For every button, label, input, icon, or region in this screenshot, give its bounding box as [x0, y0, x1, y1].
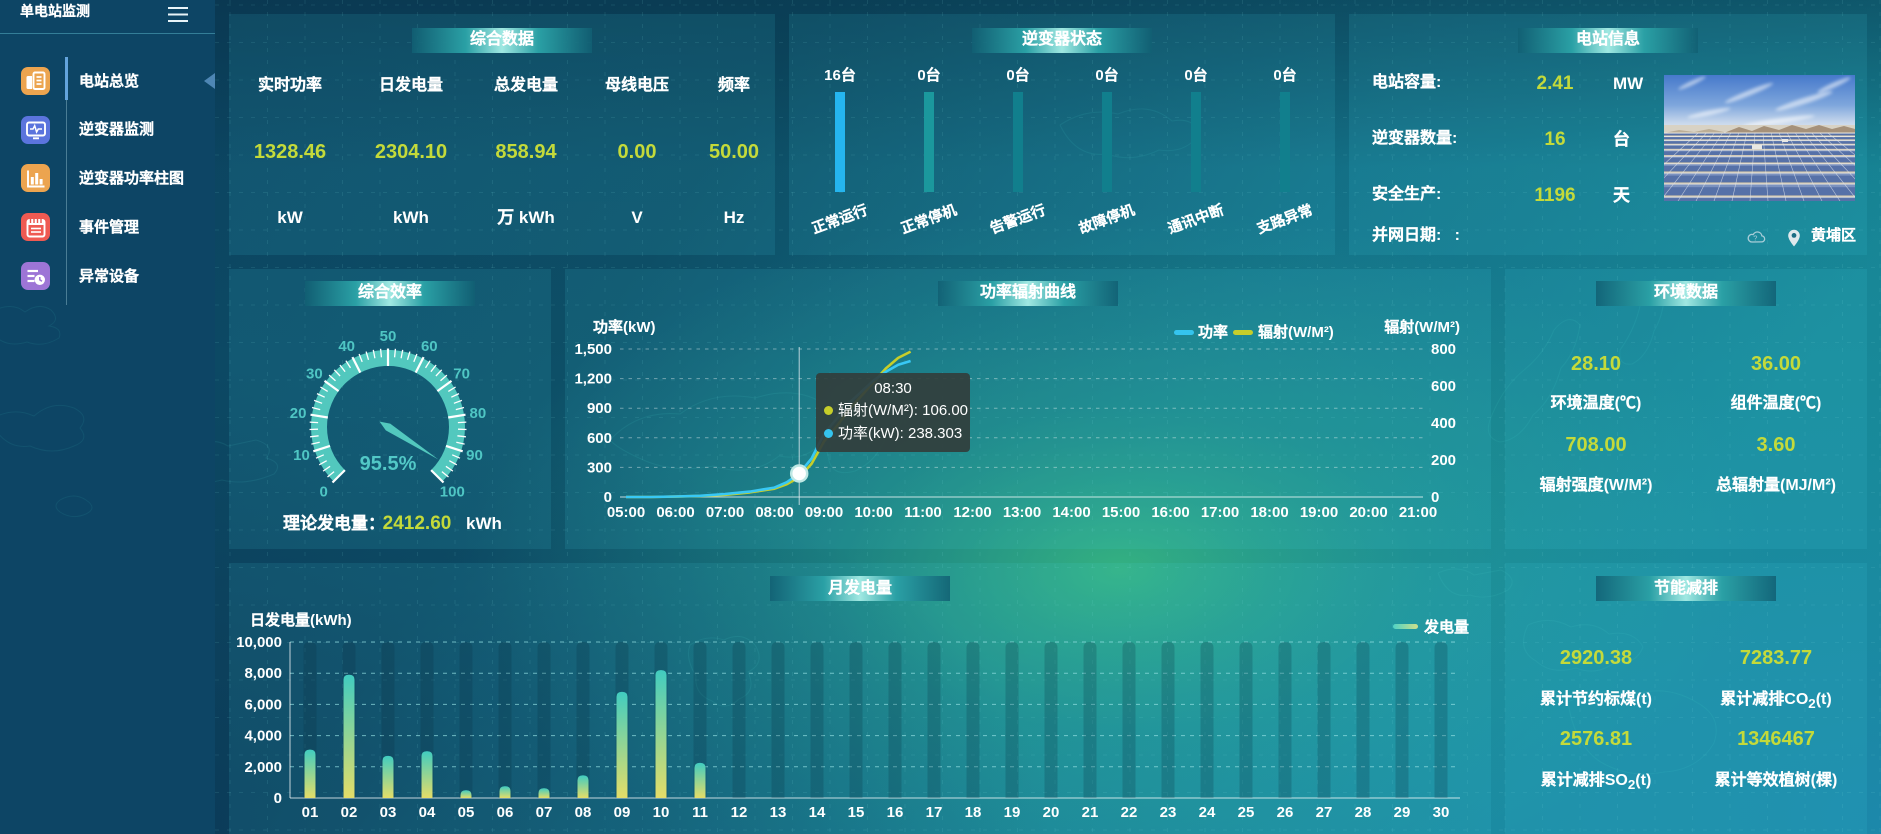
svg-text:08: 08 — [575, 804, 592, 821]
svg-text:支路异常: 支路异常 — [1253, 201, 1315, 238]
svg-text:4,000: 4,000 — [244, 728, 282, 745]
svg-text:20: 20 — [290, 405, 307, 422]
svg-text:70: 70 — [453, 366, 470, 383]
svg-text:16台: 16台 — [824, 66, 856, 84]
svg-text:300: 300 — [587, 459, 612, 476]
svg-text:15:00: 15:00 — [1102, 504, 1140, 521]
svg-text:17:00: 17:00 — [1201, 504, 1239, 521]
svg-text:24: 24 — [1199, 804, 1216, 821]
svg-text:40: 40 — [338, 338, 355, 355]
svg-text:0台: 0台 — [1273, 66, 1296, 84]
svg-text:?: ? — [1753, 234, 1757, 243]
svg-text:15: 15 — [848, 804, 865, 821]
svg-text:19: 19 — [1004, 804, 1021, 821]
svg-text:0台: 0台 — [1095, 66, 1118, 84]
svg-text:告警运行: 告警运行 — [987, 201, 1048, 238]
svg-text:900: 900 — [587, 400, 612, 417]
svg-text:01: 01 — [302, 804, 319, 821]
svg-text:28: 28 — [1355, 804, 1372, 821]
svg-text:正常停机: 正常停机 — [898, 201, 959, 238]
svg-text:26: 26 — [1277, 804, 1294, 821]
svg-text:80: 80 — [470, 405, 487, 422]
svg-text:600: 600 — [587, 430, 612, 447]
svg-text:0: 0 — [274, 790, 282, 807]
svg-text:12: 12 — [731, 804, 748, 821]
svg-text:05:00: 05:00 — [607, 504, 645, 521]
svg-text:20: 20 — [1043, 804, 1060, 821]
svg-text:07:00: 07:00 — [706, 504, 744, 521]
svg-text:正常运行: 正常运行 — [809, 201, 870, 238]
svg-text:09: 09 — [614, 804, 631, 821]
svg-text:0台: 0台 — [1006, 66, 1029, 84]
svg-text:10: 10 — [293, 447, 310, 464]
svg-text:1,500: 1,500 — [574, 341, 612, 358]
svg-text:14: 14 — [809, 804, 826, 821]
svg-text:19:00: 19:00 — [1300, 504, 1338, 521]
svg-text:60: 60 — [421, 338, 438, 355]
svg-text:07: 07 — [536, 804, 553, 821]
svg-text:20:00: 20:00 — [1349, 504, 1387, 521]
svg-text:11: 11 — [692, 804, 708, 821]
svg-text:13:00: 13:00 — [1003, 504, 1041, 521]
svg-text:10: 10 — [653, 804, 670, 821]
svg-text:04: 04 — [419, 804, 436, 821]
svg-text:1,200: 1,200 — [574, 371, 612, 388]
svg-text:09:00: 09:00 — [805, 504, 843, 521]
svg-text:18:00: 18:00 — [1250, 504, 1288, 521]
svg-text:14:00: 14:00 — [1052, 504, 1090, 521]
svg-text:400: 400 — [1431, 415, 1456, 432]
svg-text:故障停机: 故障停机 — [1076, 201, 1137, 238]
svg-text:10,000: 10,000 — [236, 634, 282, 651]
svg-text:600: 600 — [1431, 378, 1456, 395]
svg-text:50: 50 — [380, 328, 397, 345]
svg-text:16: 16 — [887, 804, 904, 821]
svg-text:通讯中断: 通讯中断 — [1165, 201, 1226, 238]
svg-text:0: 0 — [1431, 489, 1439, 506]
svg-text:25: 25 — [1238, 804, 1255, 821]
svg-text:18: 18 — [965, 804, 982, 821]
svg-text:0: 0 — [604, 489, 612, 506]
svg-text:11:00: 11:00 — [904, 504, 942, 521]
svg-text:02: 02 — [341, 804, 358, 821]
svg-text:23: 23 — [1160, 804, 1177, 821]
svg-text:100: 100 — [440, 483, 465, 500]
svg-text:6,000: 6,000 — [244, 696, 282, 713]
svg-text:800: 800 — [1431, 341, 1456, 358]
svg-text:29: 29 — [1394, 804, 1411, 821]
svg-text:08:00: 08:00 — [755, 504, 793, 521]
svg-text:0: 0 — [320, 483, 328, 500]
svg-text:200: 200 — [1431, 452, 1456, 469]
svg-text:0台: 0台 — [1184, 66, 1207, 84]
svg-text:12:00: 12:00 — [953, 504, 991, 521]
svg-text:27: 27 — [1316, 804, 1333, 821]
svg-text:16:00: 16:00 — [1151, 504, 1189, 521]
svg-text:06: 06 — [497, 804, 514, 821]
svg-text:30: 30 — [1433, 804, 1450, 821]
svg-text:05: 05 — [458, 804, 475, 821]
svg-text:21:00: 21:00 — [1399, 504, 1437, 521]
svg-text:90: 90 — [466, 447, 483, 464]
svg-text:03: 03 — [380, 804, 397, 821]
svg-text:10:00: 10:00 — [854, 504, 892, 521]
svg-text:21: 21 — [1082, 804, 1099, 821]
svg-text:0台: 0台 — [917, 66, 940, 84]
svg-text:13: 13 — [770, 804, 787, 821]
svg-text:06:00: 06:00 — [656, 504, 694, 521]
svg-text:30: 30 — [306, 366, 323, 383]
svg-text:17: 17 — [926, 804, 943, 821]
svg-text:22: 22 — [1121, 804, 1138, 821]
svg-text:8,000: 8,000 — [244, 665, 282, 682]
svg-text:2,000: 2,000 — [244, 759, 282, 776]
